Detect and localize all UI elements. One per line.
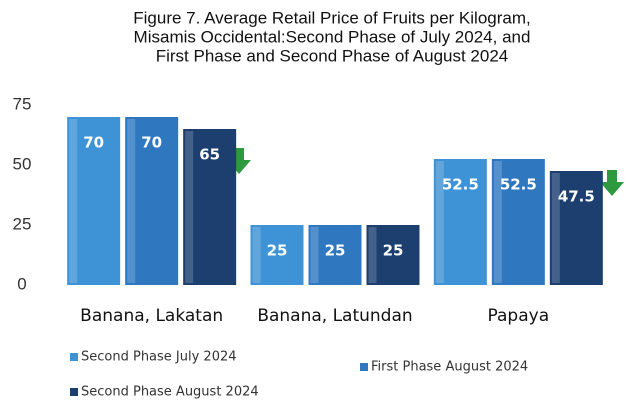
value-label: 25 [383,242,404,260]
decrease-arrow [227,148,251,174]
bar-highlight [435,161,444,283]
chart-title: Figure 7. Average Retail Price of Fruits… [133,8,530,27]
bar [366,225,420,285]
bar [67,117,121,285]
value-label: 65 [199,146,220,164]
y-tick-label: 0 [17,274,26,293]
bar-highlight [310,227,319,283]
legend-label: First Phase August 2024 [371,360,528,375]
legend-label: Second Phase July 2024 [81,350,237,365]
x-tick-label: Banana, Lakatan [80,306,223,326]
x-tick-label: Banana, Latundan [257,306,412,326]
value-label: 70 [83,134,104,152]
y-tick-label: 25 [13,214,32,233]
bar-highlight [551,173,560,283]
bar-highlight [185,131,194,283]
value-label: 47.5 [558,188,595,206]
bar [308,225,362,285]
decrease-arrow [600,170,624,196]
legend-swatch [70,388,78,396]
chart-title: Misamis Occidental:Second Phase of July … [134,27,531,46]
legend-swatch [360,363,368,371]
y-tick-label: 50 [13,154,32,173]
bar-highlight [69,119,78,283]
bar-highlight [252,227,261,283]
y-tick-label: 75 [13,94,32,113]
legend-label: Second Phase August 2024 [81,385,259,400]
bar [183,129,237,285]
bar [433,159,487,285]
legend-swatch [70,353,78,361]
bar-highlight [127,119,136,283]
bar [125,117,179,285]
chart-title: First Phase and Second Phase of August 2… [156,46,509,65]
value-label: 70 [141,134,162,152]
value-label: 52.5 [500,176,537,194]
value-label: 25 [325,242,346,260]
bar [549,171,603,285]
bar [491,159,545,285]
value-label: 25 [267,242,288,260]
value-label: 52.5 [442,176,479,194]
bar-highlight [493,161,502,283]
bar-highlight [368,227,377,283]
bar [250,225,304,285]
x-tick-label: Papaya [488,306,550,326]
